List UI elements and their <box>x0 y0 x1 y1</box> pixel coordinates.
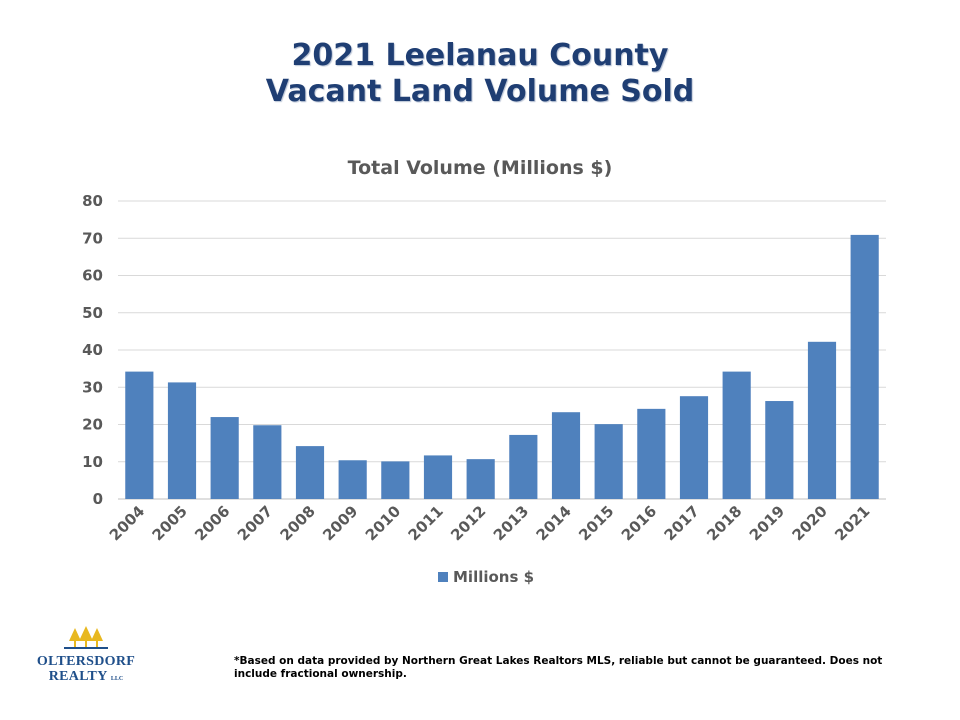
bar <box>765 401 794 499</box>
y-tick-label: 20 <box>82 416 103 434</box>
footnote: *Based on data provided by Northern Grea… <box>234 655 883 680</box>
bar <box>423 455 453 499</box>
bar <box>679 396 709 499</box>
bar <box>807 341 837 499</box>
x-tick-label: 2005 <box>149 502 191 544</box>
bar <box>850 234 879 499</box>
y-tick-label: 0 <box>93 490 103 508</box>
chart-legend: Millions $ <box>438 568 534 586</box>
bar <box>381 461 410 499</box>
legend-swatch <box>438 572 448 582</box>
y-tick-label: 30 <box>82 378 103 396</box>
x-tick-label: 2010 <box>362 502 404 544</box>
x-tick-label: 2016 <box>618 502 660 544</box>
bar <box>210 417 239 499</box>
x-tick-label: 2018 <box>703 502 745 544</box>
x-tick-label: 2011 <box>405 502 447 544</box>
bar-chart: 0 10 20 30 40 50 60 70 80 2004 2005 2006 2007 2008 200… <box>82 192 886 544</box>
bar <box>551 412 581 499</box>
x-tick-label: 2019 <box>746 502 788 544</box>
x-tick-label: 2015 <box>575 502 617 544</box>
x-tick-label: 2014 <box>533 502 575 544</box>
bar <box>466 459 495 499</box>
bar <box>509 434 538 499</box>
slide-title: 2021 Leelanau County Vacant Land Volume … <box>0 38 960 110</box>
logo-name-line-2: REALTY LLC <box>34 669 138 687</box>
x-tick-label: 2006 <box>191 502 233 544</box>
slide-title-line-2: Vacant Land Volume Sold <box>265 74 695 109</box>
bar <box>338 460 367 499</box>
logo-name-realty: REALTY <box>48 669 108 684</box>
x-tick-label: 2007 <box>234 502 276 544</box>
x-tick-label: 2012 <box>447 502 489 544</box>
y-tick-label: 80 <box>82 192 103 210</box>
x-tick-label: 2020 <box>789 502 831 544</box>
logo-name-line-1: OLTERSDORF <box>36 654 136 669</box>
bar <box>722 371 751 499</box>
x-tick-label: 2013 <box>490 502 532 544</box>
bar <box>594 424 623 499</box>
x-tick-label: 2004 <box>106 502 148 544</box>
x-tick-label: 2008 <box>277 502 319 544</box>
slide-title-line-1: 2021 Leelanau County <box>291 38 669 73</box>
logo-suffix: LLC <box>110 676 124 682</box>
x-tick-label: 2017 <box>661 502 703 544</box>
bar <box>295 446 325 499</box>
bar <box>125 371 154 499</box>
y-tick-label: 50 <box>82 304 103 322</box>
y-tick-label: 70 <box>82 229 103 247</box>
bar <box>167 382 197 499</box>
x-tick-label: 2021 <box>831 502 873 544</box>
pine-trees-icon <box>64 626 108 649</box>
legend-label: Millions $ <box>453 568 535 586</box>
y-tick-label: 60 <box>82 267 103 285</box>
y-tick-label: 40 <box>82 341 103 359</box>
company-logo: OLTERSDORF REALTY LLC <box>34 626 138 687</box>
chart-title: Total Volume (Millions $) <box>347 157 613 179</box>
x-tick-label: 2009 <box>319 502 361 544</box>
bar <box>637 408 666 499</box>
bar <box>253 425 282 499</box>
y-tick-label: 10 <box>82 453 103 471</box>
